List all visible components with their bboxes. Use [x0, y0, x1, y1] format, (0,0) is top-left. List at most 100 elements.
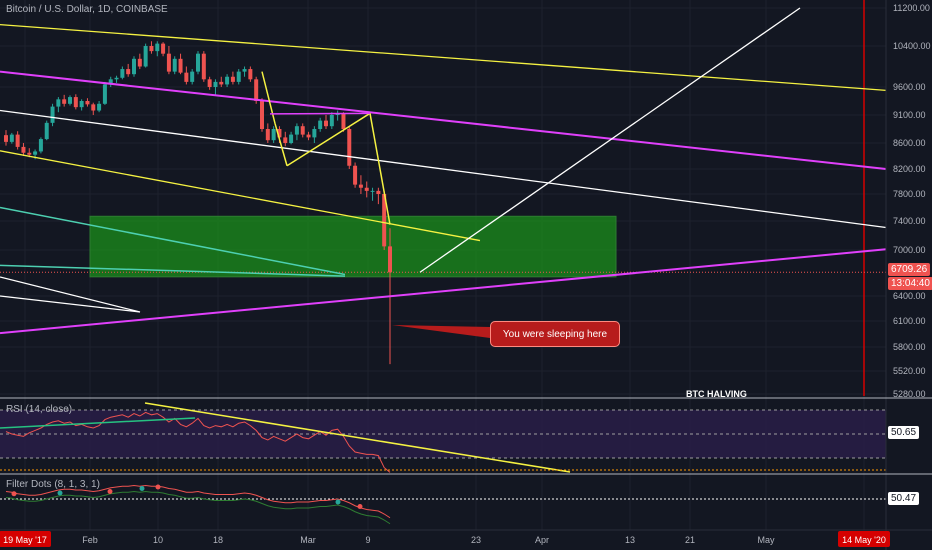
pattern-line — [261, 71, 276, 124]
candle-body — [166, 53, 171, 72]
candle-body — [341, 113, 346, 129]
candle-body — [254, 79, 259, 101]
time-tick-label: 19 May '17 — [3, 535, 47, 545]
trendlines-layer — [0, 7, 887, 338]
filter-dots-legend: Filter Dots (8, 1, 3, 1) — [6, 479, 100, 490]
filter-signal-line — [5, 490, 391, 525]
candle-body — [196, 53, 200, 72]
filter-dot — [57, 490, 63, 496]
candle-body — [347, 129, 352, 166]
candle-body — [230, 76, 235, 82]
time-tick-label: Mar — [300, 535, 316, 545]
price-tick-label: 7800.00 — [893, 189, 926, 199]
annotation-text: You were sleeping here — [502, 328, 608, 340]
candle-body — [50, 106, 55, 123]
candle-body — [33, 151, 38, 155]
candle-body — [91, 104, 96, 111]
candle-body — [388, 246, 392, 273]
candle-body — [15, 134, 20, 147]
annotation-callout[interactable]: You were sleeping here — [490, 321, 620, 347]
time-tick-label: 9 — [365, 535, 370, 545]
pattern-line — [369, 113, 391, 225]
filter-dot — [139, 486, 145, 491]
candle-body — [114, 77, 119, 80]
teal-line — [0, 206, 346, 276]
candle-body — [190, 71, 195, 82]
time-marker-background — [0, 531, 51, 547]
candle-body — [9, 134, 14, 142]
price-tick-label: 5280.00 — [893, 389, 926, 399]
candle-body — [329, 115, 334, 127]
price-tick-label: 9100.00 — [893, 110, 926, 120]
candle-body — [97, 103, 102, 111]
filter-value-label: 50.47 — [888, 492, 920, 505]
candle-body — [85, 101, 90, 105]
candle-body — [289, 134, 294, 143]
candle-body — [376, 190, 381, 194]
white-wedge-line — [0, 276, 141, 313]
rsi-legend: RSI (14, close) — [6, 404, 73, 415]
candle-body — [242, 69, 247, 72]
candle-body — [27, 152, 32, 155]
candle-body — [294, 126, 299, 135]
candle-body — [132, 58, 136, 75]
candle-body — [178, 58, 183, 73]
candle-body — [79, 101, 84, 108]
candle-body — [236, 71, 241, 82]
candle-body — [277, 129, 282, 138]
time-tick-label: 23 — [471, 535, 481, 545]
candle-body — [225, 76, 230, 85]
pattern-line — [274, 123, 288, 166]
filter-dot — [357, 504, 363, 509]
magenta-support-line — [0, 248, 887, 335]
candle-body — [21, 146, 26, 153]
candle-body — [358, 184, 363, 188]
candle-body — [318, 120, 323, 129]
upper-channel-line — [0, 23, 887, 92]
candle-body — [143, 46, 148, 67]
time-tick-label: Feb — [82, 535, 98, 545]
pattern-top-line — [269, 112, 371, 115]
time-tick-label: 18 — [213, 535, 223, 545]
lower-channel-line — [0, 150, 481, 242]
price-tick-label: 7000.00 — [893, 245, 926, 255]
candle-body — [102, 84, 107, 104]
candle-body — [155, 43, 160, 52]
candle-body — [324, 120, 328, 127]
candle-body — [73, 97, 78, 108]
chart-title: Bitcoin / U.S. Dollar, 1D, COINBASE — [6, 4, 168, 15]
filter-dot — [155, 484, 161, 490]
filter-line — [5, 484, 391, 519]
candle-body — [4, 135, 8, 142]
price-tick-label: 7400.00 — [893, 216, 926, 226]
candle-body — [137, 58, 142, 67]
filter-dot — [335, 499, 341, 505]
candle-body — [56, 99, 61, 107]
candle-body — [219, 81, 224, 85]
price-tick-label: 11200.00 — [893, 3, 930, 13]
price-tick-label: 9600.00 — [893, 82, 926, 92]
candle-body — [370, 190, 375, 192]
price-tick-label: 6400.00 — [893, 291, 926, 301]
filter-dot — [11, 491, 17, 497]
candle-body — [353, 165, 358, 185]
candle-body — [44, 122, 49, 140]
candle-body — [271, 129, 276, 141]
white-channel-line — [0, 109, 887, 229]
countdown-label: 13:04:40 — [888, 277, 932, 290]
candle-body — [265, 129, 270, 141]
magenta-resistance-line — [0, 70, 887, 170]
pattern-line — [286, 112, 371, 167]
candle-body — [300, 126, 305, 135]
price-tick-label: 6100.00 — [893, 316, 926, 326]
price-tick-label: 5520.00 — [893, 366, 926, 376]
rsi-trendline-green — [0, 417, 196, 429]
white-projection-line — [419, 7, 801, 273]
candle-body — [108, 79, 113, 85]
candle-body — [335, 113, 340, 115]
time-tick-label: 13 — [625, 535, 635, 545]
candle-body — [312, 129, 317, 138]
price-tick-label: 8200.00 — [893, 164, 926, 174]
price-label: 6709.26 — [888, 263, 931, 276]
